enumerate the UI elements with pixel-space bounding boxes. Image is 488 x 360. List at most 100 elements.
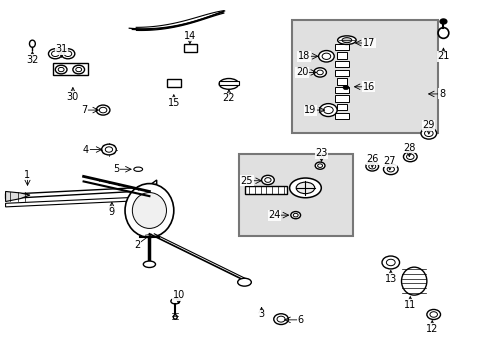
Ellipse shape <box>132 193 166 228</box>
Circle shape <box>319 104 336 117</box>
Text: 6: 6 <box>297 315 303 325</box>
Bar <box>183 44 197 51</box>
Text: 20: 20 <box>295 67 307 77</box>
Text: 19: 19 <box>304 105 316 115</box>
Ellipse shape <box>173 315 177 319</box>
Bar <box>334 61 348 67</box>
Text: 10: 10 <box>172 291 184 301</box>
Bar <box>245 186 286 194</box>
Bar <box>334 69 348 76</box>
Circle shape <box>105 147 112 152</box>
Circle shape <box>264 178 270 182</box>
Circle shape <box>383 164 397 175</box>
Circle shape <box>386 167 394 172</box>
Circle shape <box>403 152 416 162</box>
Text: 13: 13 <box>384 274 396 284</box>
Circle shape <box>64 51 72 57</box>
Polygon shape <box>5 180 157 199</box>
Text: 29: 29 <box>422 121 434 130</box>
Text: 11: 11 <box>404 300 416 310</box>
Circle shape <box>261 175 274 185</box>
Text: 17: 17 <box>362 38 374 48</box>
Circle shape <box>277 316 285 322</box>
Circle shape <box>316 70 323 75</box>
Ellipse shape <box>341 38 351 42</box>
Circle shape <box>102 144 116 155</box>
Circle shape <box>365 162 378 171</box>
Circle shape <box>439 19 446 24</box>
Text: 16: 16 <box>362 82 374 92</box>
Text: 5: 5 <box>113 164 120 174</box>
Circle shape <box>381 256 399 269</box>
Circle shape <box>420 128 436 139</box>
Ellipse shape <box>134 167 142 171</box>
Text: 15: 15 <box>167 98 180 108</box>
Ellipse shape <box>219 78 238 89</box>
Circle shape <box>96 105 110 115</box>
Bar <box>53 63 88 75</box>
Text: 9: 9 <box>109 207 115 217</box>
Ellipse shape <box>437 28 448 39</box>
Circle shape <box>342 85 348 90</box>
Circle shape <box>61 49 75 59</box>
Ellipse shape <box>289 178 321 198</box>
Circle shape <box>51 51 59 57</box>
Polygon shape <box>5 192 30 202</box>
Circle shape <box>293 213 298 217</box>
Text: 23: 23 <box>315 148 327 158</box>
Ellipse shape <box>401 267 426 295</box>
Text: 12: 12 <box>425 324 438 334</box>
Text: 24: 24 <box>268 210 280 220</box>
Circle shape <box>313 68 326 77</box>
Circle shape <box>315 162 325 169</box>
Bar <box>219 81 238 85</box>
Circle shape <box>318 50 333 62</box>
Circle shape <box>73 65 84 74</box>
Ellipse shape <box>237 278 251 286</box>
Circle shape <box>273 314 288 324</box>
Text: 2: 2 <box>134 239 140 249</box>
Text: 8: 8 <box>438 89 444 99</box>
Bar <box>336 52 346 59</box>
Text: 4: 4 <box>83 144 89 154</box>
Bar <box>334 44 348 50</box>
Text: 27: 27 <box>383 156 395 166</box>
Circle shape <box>99 107 107 113</box>
Bar <box>334 95 348 102</box>
Text: 21: 21 <box>436 51 448 61</box>
Circle shape <box>424 130 432 136</box>
Circle shape <box>317 164 322 167</box>
Text: 3: 3 <box>258 310 264 319</box>
Circle shape <box>386 259 394 266</box>
Ellipse shape <box>29 40 35 47</box>
Text: 18: 18 <box>297 51 309 61</box>
Text: 25: 25 <box>240 176 253 186</box>
Circle shape <box>429 312 437 317</box>
Bar <box>238 154 352 235</box>
Ellipse shape <box>296 182 314 194</box>
Text: 30: 30 <box>66 92 79 102</box>
Text: 31: 31 <box>56 44 68 54</box>
Circle shape <box>76 67 81 72</box>
Bar <box>336 104 346 111</box>
Circle shape <box>290 212 300 219</box>
Circle shape <box>48 49 62 59</box>
Text: 22: 22 <box>222 93 235 103</box>
Bar <box>167 79 181 87</box>
Circle shape <box>322 53 330 59</box>
Ellipse shape <box>170 298 179 304</box>
Bar <box>334 87 348 93</box>
Circle shape <box>58 67 64 72</box>
Ellipse shape <box>337 36 355 44</box>
Ellipse shape <box>125 184 173 237</box>
Bar <box>334 113 348 119</box>
Bar <box>336 78 346 85</box>
Text: 1: 1 <box>24 170 31 180</box>
Circle shape <box>368 164 375 169</box>
Ellipse shape <box>143 261 155 267</box>
Text: 26: 26 <box>366 154 378 164</box>
Circle shape <box>323 107 332 114</box>
Bar <box>292 20 437 133</box>
Polygon shape <box>5 193 147 207</box>
Circle shape <box>426 310 440 319</box>
